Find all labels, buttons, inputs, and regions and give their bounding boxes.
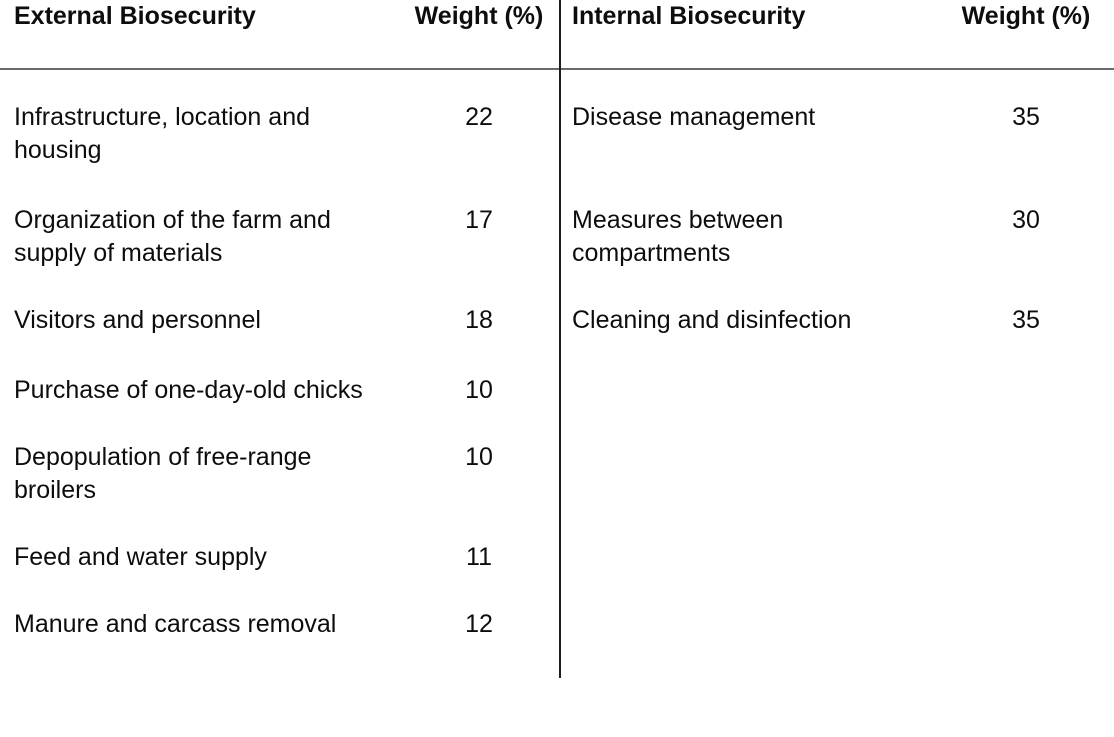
table-row-weight: 10: [465, 376, 493, 404]
external-biosecurity-header: External Biosecurity: [14, 2, 256, 30]
table-row-label: Manure and carcass removal: [14, 610, 337, 638]
table-row-weight: 35: [1012, 103, 1040, 131]
table-row-label: Infrastructure, location and housing: [14, 103, 310, 164]
column-divider: [559, 0, 561, 678]
table-row-weight: 18: [465, 306, 493, 334]
table-row-weight: 35: [1012, 306, 1040, 334]
internal-weight-header: Weight (%): [961, 2, 1091, 30]
table-row-label: Organization of the farm and supply of m…: [14, 206, 331, 267]
table-row-weight: 11: [466, 543, 492, 571]
table-row-label: Disease management: [572, 103, 816, 131]
table-row-weight: 10: [465, 443, 493, 471]
table-row-label: Measures between compartments: [572, 206, 784, 267]
table-row-label: Depopulation of free-range broilers: [14, 443, 312, 504]
table-row-label: Feed and water supply: [14, 543, 267, 571]
table-row-weight: 12: [465, 610, 493, 638]
table-row-weight: 30: [1012, 206, 1040, 234]
table-row-weight: 17: [465, 206, 493, 234]
table-row-label: Cleaning and disinfection: [572, 306, 852, 334]
header-rule: [0, 68, 1114, 70]
table-row-weight: 22: [465, 103, 493, 131]
internal-biosecurity-header: Internal Biosecurity: [572, 2, 806, 30]
table-row-label: Visitors and personnel: [14, 306, 261, 334]
table-row-label: Purchase of one-day-old chicks: [14, 376, 363, 404]
external-weight-header: Weight (%): [414, 2, 544, 30]
